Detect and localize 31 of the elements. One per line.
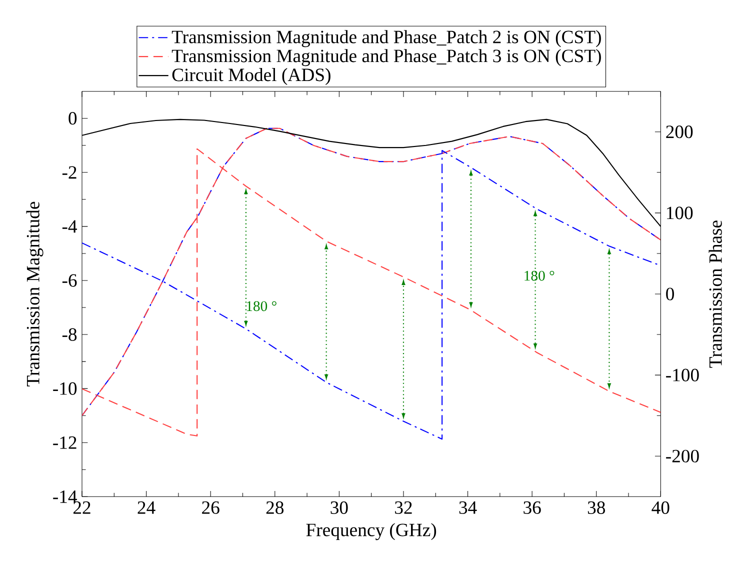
- x-tick-label: 40: [652, 502, 670, 514]
- x-tick-label: 30: [330, 502, 348, 514]
- annotation: 180 °: [246, 301, 276, 312]
- legend-label: Transmission Magnitude and Phase_Patch 2 is ON (CST): [172, 30, 601, 48]
- y2-tick-label: -100: [666, 368, 699, 382]
- x-tick-label: 24: [138, 502, 156, 514]
- y2-tick-label: 100: [667, 206, 693, 220]
- y-tick-label: -6: [62, 274, 77, 287]
- x-tick-label: 38: [588, 502, 605, 514]
- x-tick-label: 26: [202, 502, 220, 514]
- y2-tick-label: -200: [666, 450, 699, 463]
- y-tick-label: -14: [53, 490, 78, 503]
- y2-tick-label: 0: [666, 288, 674, 300]
- y-tick-label: 0: [68, 112, 77, 125]
- x-tick-label: 36: [524, 502, 541, 514]
- y-tick-label: -10: [53, 382, 77, 396]
- annotation: 180 °: [524, 270, 554, 281]
- x-tick-label: 34: [459, 502, 477, 514]
- y-tick-label: -8: [62, 328, 77, 341]
- x-axis-title: Frequency (GHz): [306, 523, 436, 540]
- legend-label: Circuit Model (ADS): [172, 68, 330, 86]
- x-tick-label: 28: [266, 502, 284, 514]
- y2-tick-label: 200: [666, 126, 693, 138]
- y-tick-label: -2: [62, 166, 76, 179]
- x-tick-label: 32: [395, 502, 412, 514]
- y-tick-label: -12: [53, 436, 76, 449]
- y-axis-title: Transmission Magnitude: [26, 202, 44, 387]
- x-tick-label: 22: [73, 502, 90, 514]
- y2-axis-title: Transmission Phase: [708, 220, 722, 368]
- legend-label: Transmission Magnitude and Phase_Patch 3 is ON (CST): [172, 49, 601, 66]
- y-tick-label: -4: [62, 220, 78, 233]
